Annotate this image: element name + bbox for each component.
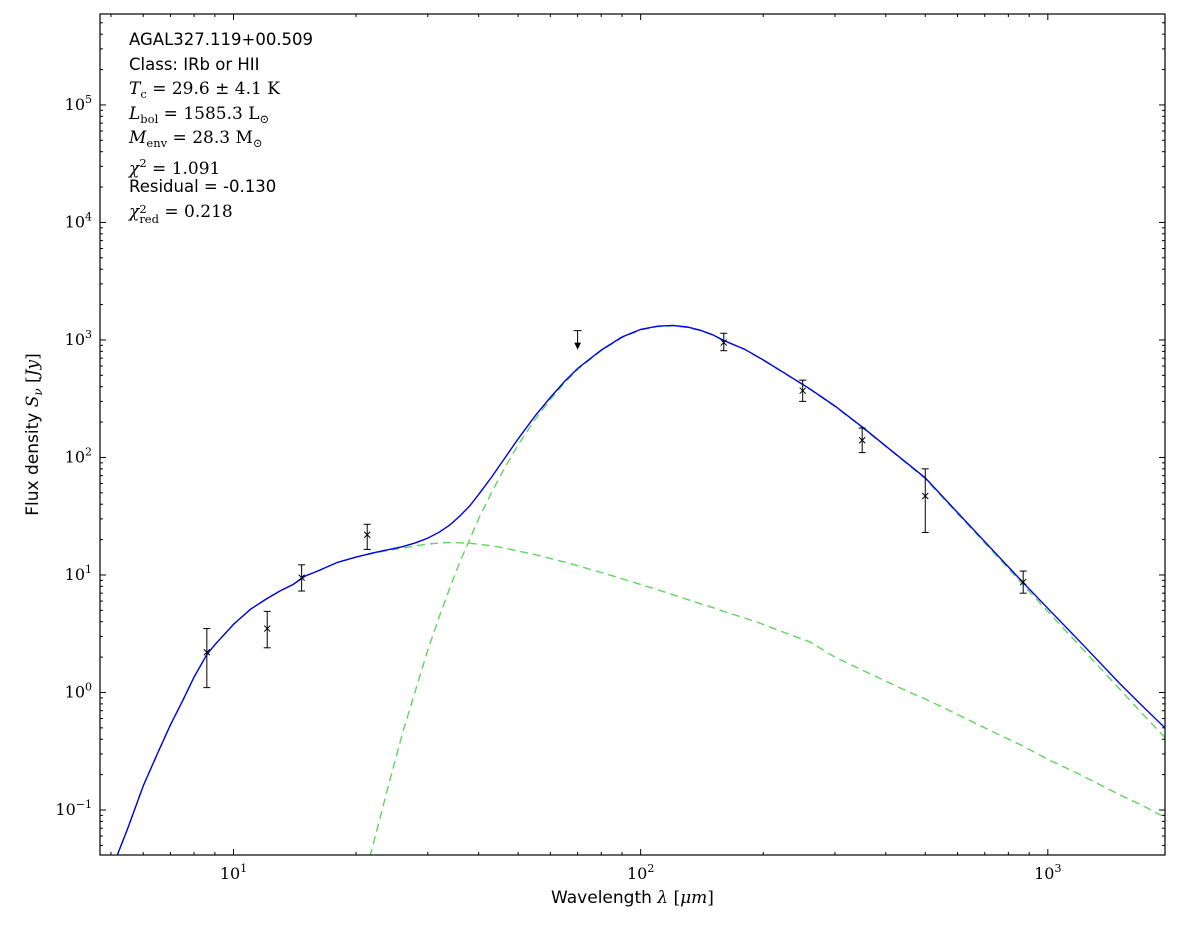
data-point <box>921 468 929 533</box>
total-model-curve <box>116 324 1165 855</box>
annotation-line: Menv = 28.3 M⊙ <box>129 128 263 150</box>
data-points <box>203 332 1027 689</box>
tick-label: 101 <box>220 862 247 883</box>
annotation-line: Lbol = 1585.3 L⊙ <box>129 103 270 126</box>
tick-label: 103 <box>65 328 92 349</box>
data-point <box>799 379 807 402</box>
annotation-line: Residual = -0.130 <box>129 177 277 196</box>
tick-label: 102 <box>65 445 92 466</box>
sub-sup-stack: 2 red <box>139 201 159 226</box>
tick-label: 101 <box>65 563 92 584</box>
data-point <box>363 523 371 550</box>
annotation-line: Class: IRb or HII <box>129 54 260 74</box>
data-point <box>203 628 211 689</box>
tick-label: 100 <box>65 680 92 701</box>
tick-labels: 101 102 103 10−1 100 101 102 103 104 105 <box>55 93 1061 883</box>
data-point <box>720 332 728 352</box>
cold-component-curve <box>369 325 1165 855</box>
x-axis-label: Wavelength λ [μm] <box>551 888 714 908</box>
data-point <box>298 564 306 592</box>
tick-label: 10−1 <box>55 798 92 819</box>
curves <box>116 324 1165 855</box>
axis-ticks <box>100 14 1165 855</box>
axes-frame <box>99 13 1166 856</box>
y-axis-label: Flux density Sν [Jy] <box>23 353 45 516</box>
tick-label: 104 <box>65 210 92 231</box>
annotation-line: χ2 = 1.091 <box>129 155 221 179</box>
upper-limit-marker <box>573 330 582 350</box>
tick-label: 102 <box>627 862 654 883</box>
annotation-box: AGAL327.119+00.509 Class: IRb or HII Tc = … <box>129 28 313 224</box>
data-point <box>858 427 866 454</box>
annotation-line: χ 2 red = 0.218 <box>129 201 233 226</box>
tick-label: 103 <box>1034 862 1061 883</box>
annotation-line: AGAL327.119+00.509 <box>129 30 314 49</box>
data-point <box>1019 570 1027 594</box>
annotation-line: Tc = 29.6 ± 4.1 K <box>129 79 280 101</box>
tick-label: 105 <box>65 93 92 114</box>
data-point <box>263 610 271 649</box>
